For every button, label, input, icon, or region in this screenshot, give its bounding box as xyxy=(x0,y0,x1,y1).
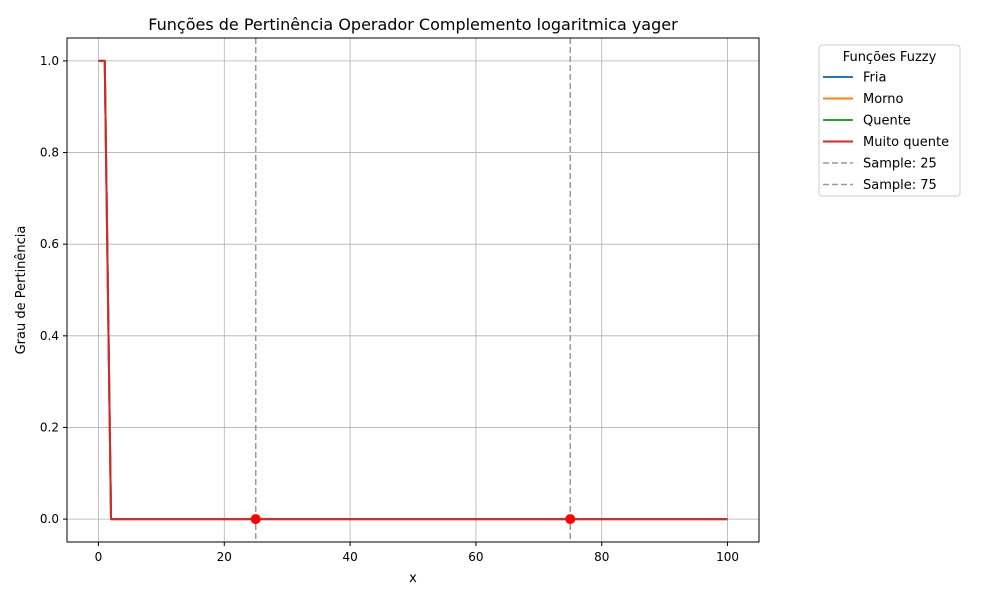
legend-label: Muito quente xyxy=(863,135,949,150)
legend-label: Morno xyxy=(863,92,904,107)
x-axis-label: x xyxy=(409,571,417,586)
x-tick-label: 20 xyxy=(217,550,232,564)
x-tick-label: 80 xyxy=(594,550,609,564)
sample-lines xyxy=(254,38,572,542)
legend-label: Sample: 75 xyxy=(863,178,937,193)
y-tick-label: 0.8 xyxy=(40,146,59,160)
chart-title: Funções de Pertinência Operador Compleme… xyxy=(148,15,678,34)
ticks: 0 20 40 60 80 100 0.0 0.2 0.4 0.6 0.8 1.0 xyxy=(40,54,739,564)
sample-markers xyxy=(250,514,576,525)
grid xyxy=(67,38,759,542)
y-tick-label: 0.2 xyxy=(40,420,59,434)
x-tick-label: 0 xyxy=(95,550,103,564)
legend-label: Sample: 25 xyxy=(863,157,937,172)
y-axis-label: Grau de Pertinência xyxy=(14,226,29,355)
y-tick-label: 0.6 xyxy=(40,237,59,251)
legend-title: Funções Fuzzy xyxy=(843,50,937,65)
sample-marker xyxy=(565,514,576,525)
y-tick-label: 0.4 xyxy=(40,329,59,343)
series-line xyxy=(98,59,728,521)
plot-frame xyxy=(66,37,760,543)
legend-label: Fria xyxy=(863,71,886,86)
sample-marker xyxy=(250,514,261,525)
legend-label: Quente xyxy=(863,114,911,129)
y-tick-label: 1.0 xyxy=(40,54,59,68)
y-tick-label: 0.0 xyxy=(40,512,59,526)
legend: Funções Fuzzy Fria Morno Quente Muito quent… xyxy=(818,44,961,197)
x-tick-label: 60 xyxy=(468,550,483,564)
series-lines xyxy=(98,59,728,521)
legend-box xyxy=(818,44,961,197)
x-tick-label: 40 xyxy=(342,550,357,564)
x-tick-label: 100 xyxy=(716,550,739,564)
